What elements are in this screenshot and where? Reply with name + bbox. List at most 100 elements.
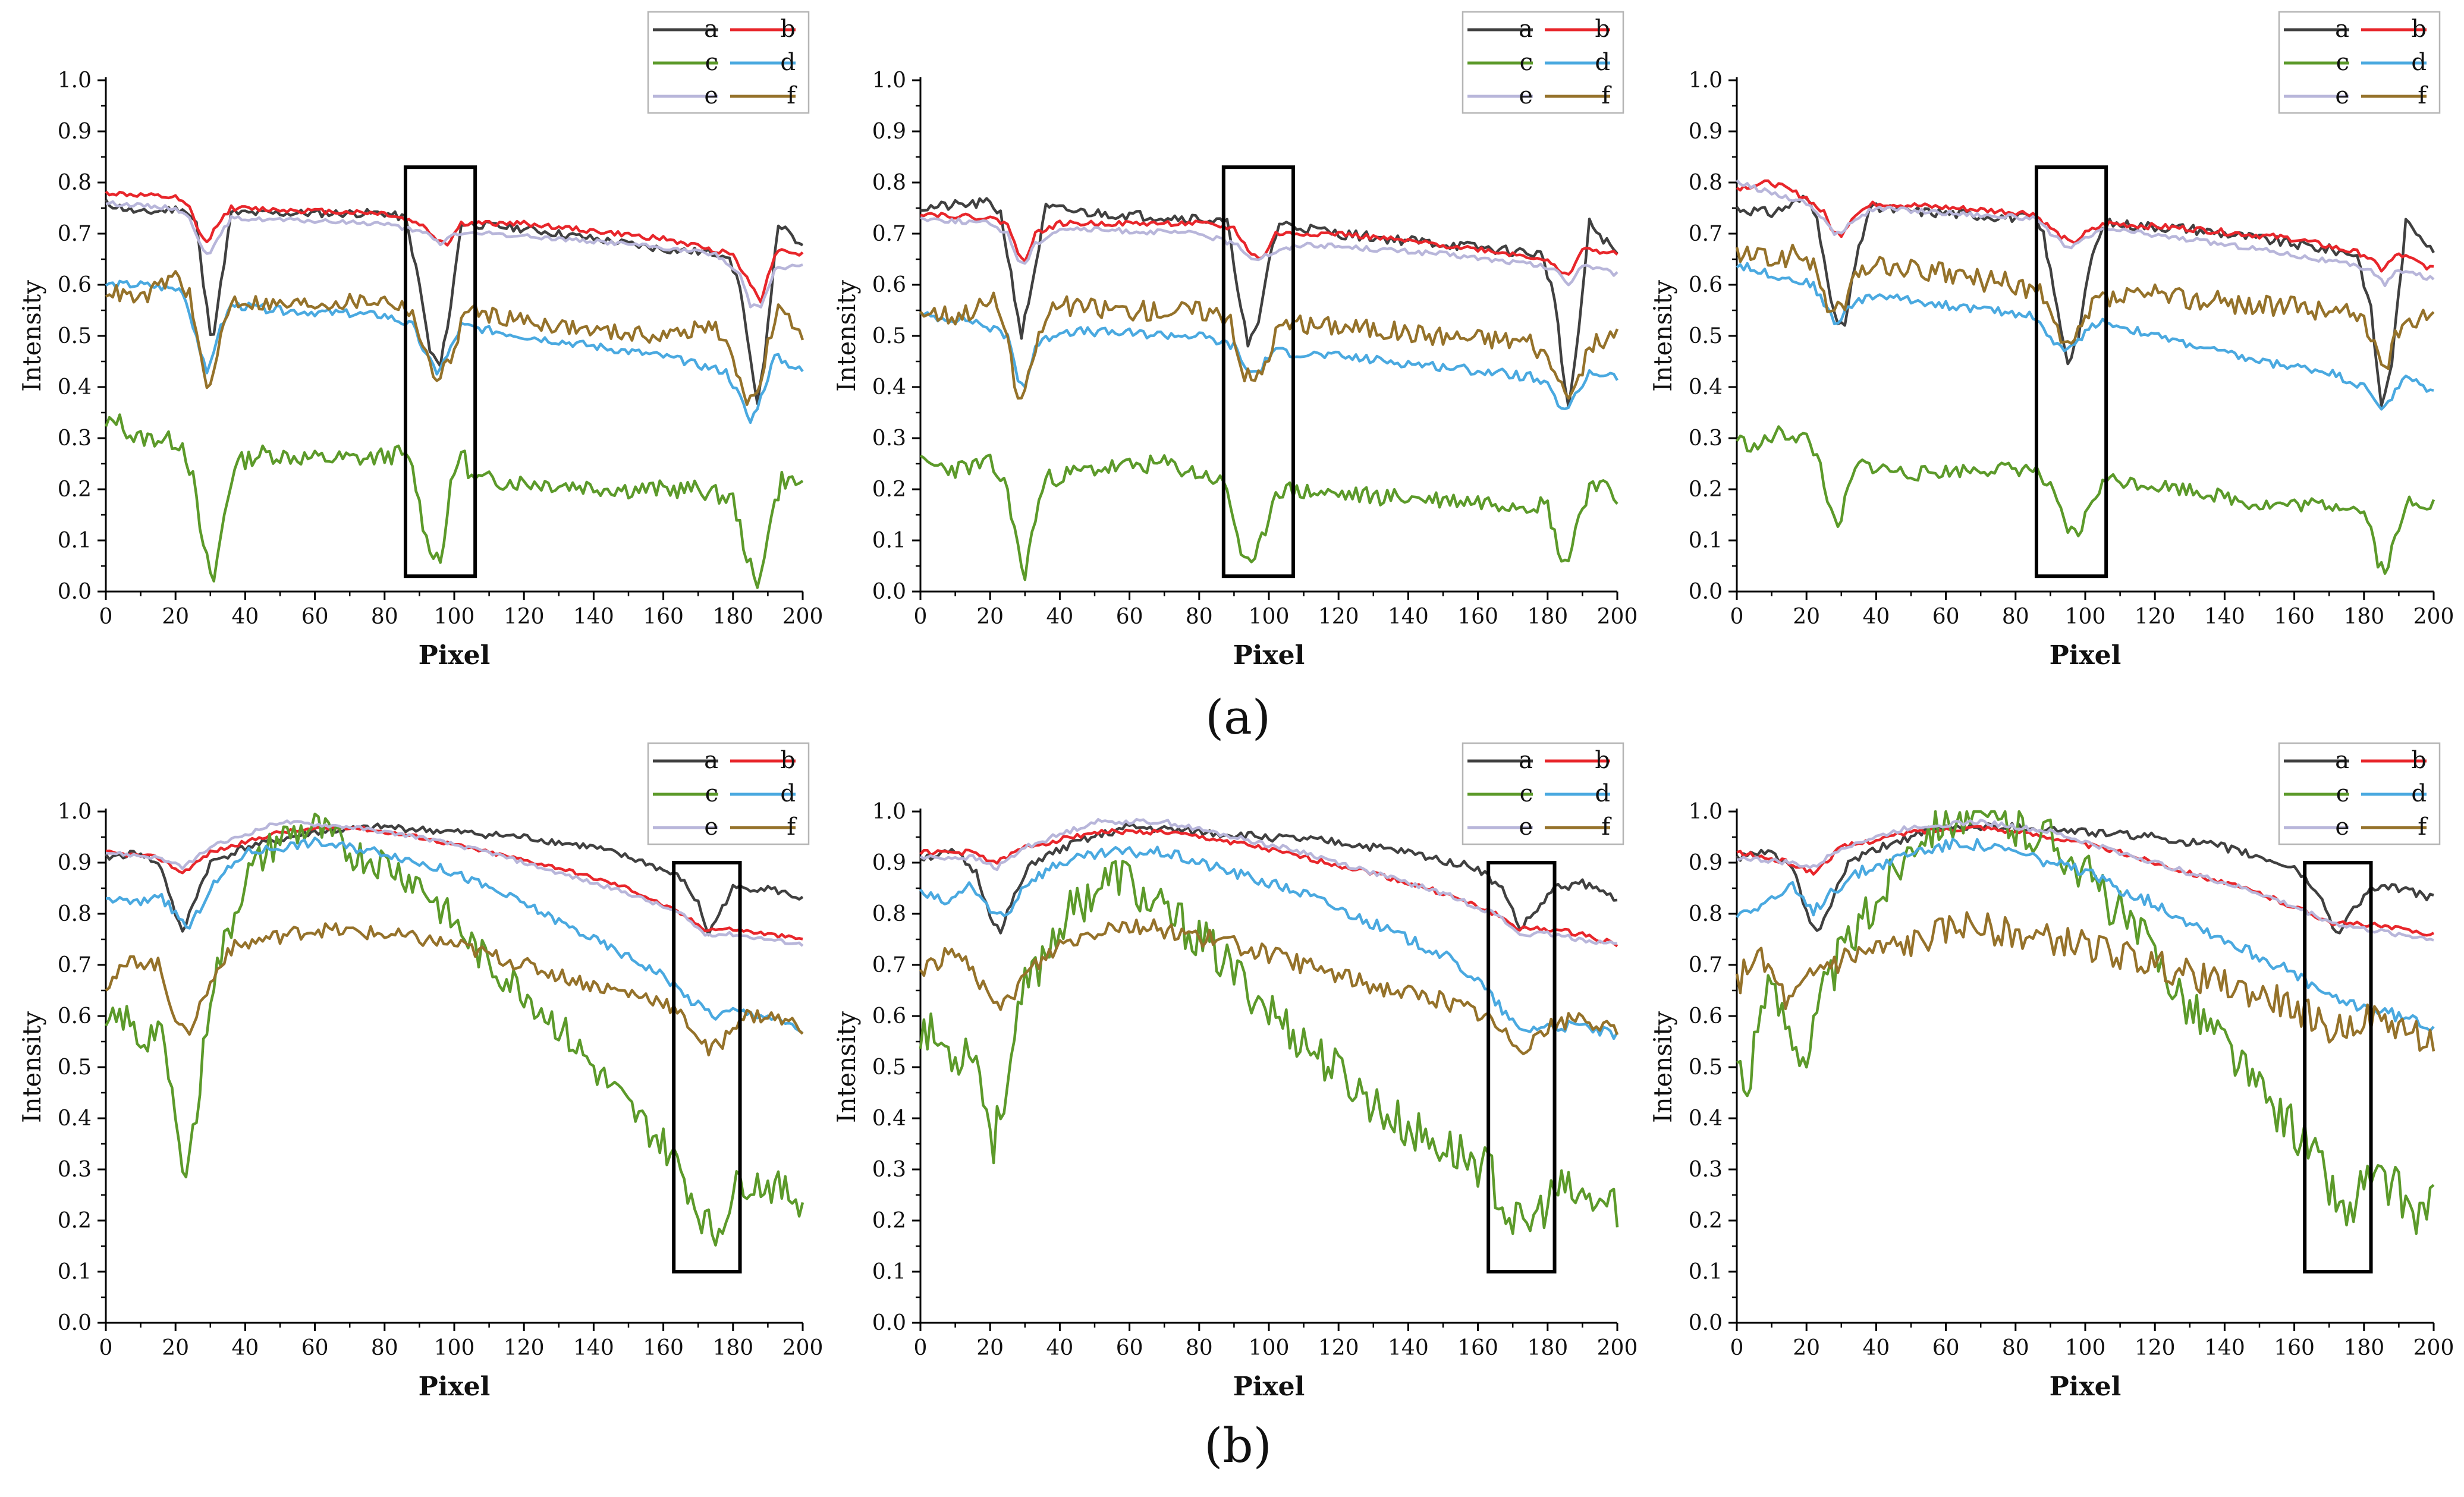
chart-b3: 0.0 0.1 0.2 0.3 0.4 0.5 0.6 0.7 0.8 0.9 1.0 0 20 40 60…	[1648, 742, 2454, 1402]
y-tick-label: 0.1	[58, 1260, 92, 1284]
y-tick-label: 0.9	[1689, 119, 1723, 144]
x-tick-label: 100	[2065, 1336, 2106, 1360]
highlight-box	[672, 861, 742, 1273]
chart-a2: 0.0 0.1 0.2 0.3 0.4 0.5 0.6 0.7 0.8 0.9 1.0 0 20 40 60…	[832, 11, 1638, 671]
y-tick-label: 1.0	[1689, 68, 1723, 93]
x-tick-label: 0	[914, 605, 928, 629]
x-tick-label: 180	[712, 605, 753, 629]
legend: a b c d e f	[647, 11, 810, 114]
x-tick-label: 160	[1457, 1336, 1498, 1360]
legend-label-e: e	[1519, 82, 1533, 109]
y-tick-label: 0.2	[872, 477, 906, 502]
series-d	[919, 845, 1618, 1040]
x-tick-label: 20	[162, 1336, 189, 1360]
x-tick-label: 160	[2274, 1336, 2315, 1360]
y-tick-label: 0.7	[872, 222, 906, 246]
series-e	[1736, 179, 2435, 288]
legend-label-d: d	[780, 780, 796, 807]
legend-label-a: a	[704, 747, 718, 774]
legend-label-f: f	[2418, 82, 2428, 109]
x-tick-label: 80	[2002, 605, 2029, 629]
y-tick-label: 0.5	[58, 1055, 92, 1080]
x-tick-label: 20	[1793, 1336, 1820, 1360]
series-a	[1736, 822, 2434, 935]
y-tick-label: 0.3	[58, 1158, 92, 1182]
y-tick-label: 0.4	[58, 375, 92, 400]
x-tick-label: 40	[231, 1336, 259, 1360]
x-tick-label: 20	[976, 1336, 1004, 1360]
legend-label-b: b	[2411, 747, 2427, 774]
y-tick-label: 0.8	[872, 902, 906, 926]
x-tick-label: 100	[2065, 605, 2106, 629]
x-tick-label: 60	[301, 1336, 329, 1360]
y-tick-label: 0.6	[1689, 273, 1723, 297]
legend: a b c d e f	[647, 742, 810, 845]
y-tick-label: 0.7	[1689, 953, 1723, 977]
x-tick-label: 160	[643, 605, 684, 629]
series-a	[105, 822, 804, 937]
y-tick-label: 0.3	[58, 426, 92, 451]
x-tick-label: 40	[231, 605, 259, 629]
x-tick-label: 60	[1116, 605, 1143, 629]
y-tick-label: 0.2	[58, 1209, 92, 1233]
x-tick-label: 200	[782, 1336, 824, 1360]
y-tick-label: 0.8	[58, 171, 92, 195]
x-tick-label: 20	[1793, 605, 1820, 629]
y-tick-label: 0.9	[872, 851, 906, 875]
x-tick-label: 200	[782, 605, 824, 629]
x-tick-label: 40	[1862, 1336, 1890, 1360]
y-tick-label: 0.7	[872, 953, 906, 977]
series-c	[919, 860, 1619, 1235]
x-tick-label: 180	[2343, 605, 2384, 629]
y-tick-label: 0.5	[58, 324, 92, 348]
x-tick-label: 120	[504, 1336, 545, 1360]
x-axis-label: Pixel	[419, 1372, 491, 1402]
legend-label-d: d	[2411, 49, 2427, 76]
y-tick-label: 0.4	[1689, 1106, 1723, 1131]
series-e	[1736, 819, 2434, 942]
x-tick-label: 120	[2135, 1336, 2176, 1360]
chart-b2: 0.0 0.1 0.2 0.3 0.4 0.5 0.6 0.7 0.8 0.9 1.0 0 20 40 60…	[832, 742, 1638, 1402]
y-tick-label: 0.5	[1689, 324, 1723, 348]
legend-label-e: e	[704, 82, 718, 109]
x-tick-label: 140	[2204, 1336, 2245, 1360]
legend: a b c d e f	[2278, 11, 2441, 114]
legend-label-d: d	[780, 49, 796, 76]
y-tick-label: 1.0	[58, 800, 92, 824]
y-axis-label: Intensity	[17, 1011, 46, 1123]
x-tick-label: 0	[99, 1336, 113, 1360]
y-tick-label: 0.9	[58, 119, 92, 144]
series-c	[105, 812, 804, 1247]
x-tick-label: 80	[2002, 1336, 2029, 1360]
x-tick-label: 60	[1116, 1336, 1143, 1360]
y-tick-label: 0.4	[58, 1106, 92, 1131]
series-b	[920, 212, 1618, 276]
x-tick-label: 180	[712, 1336, 753, 1360]
y-tick-label: 0.6	[58, 1004, 92, 1029]
legend-label-f: f	[787, 813, 797, 841]
y-tick-label: 0.9	[1689, 851, 1723, 875]
series-d	[105, 836, 804, 1034]
y-tick-label: 0.2	[872, 1209, 906, 1233]
y-tick-label: 0.5	[872, 324, 906, 348]
x-tick-label: 20	[976, 605, 1004, 629]
x-tick-label: 180	[1527, 1336, 1568, 1360]
series-f	[1735, 243, 2435, 370]
y-tick-label: 0.1	[1689, 529, 1723, 553]
legend-label-c: c	[705, 780, 718, 807]
x-tick-label: 100	[434, 605, 475, 629]
x-tick-label: 120	[1318, 605, 1359, 629]
x-tick-label: 80	[1186, 605, 1213, 629]
x-tick-label: 120	[2135, 605, 2176, 629]
chart-a1: 0.0 0.1 0.2 0.3 0.4 0.5 0.6 0.7 0.8 0.9 1.0 0 20 40 60…	[17, 11, 824, 671]
x-tick-label: 40	[1046, 605, 1073, 629]
x-axis-label: Pixel	[419, 640, 491, 671]
series-e	[920, 216, 1618, 287]
legend-label-f: f	[2418, 813, 2428, 841]
legend-label-a: a	[1519, 747, 1533, 774]
legend-label-b: b	[780, 15, 796, 43]
x-tick-label: 200	[1597, 1336, 1638, 1360]
y-tick-label: 0.6	[1689, 1004, 1723, 1029]
series-c	[1736, 425, 2435, 575]
x-tick-label: 100	[1249, 605, 1290, 629]
